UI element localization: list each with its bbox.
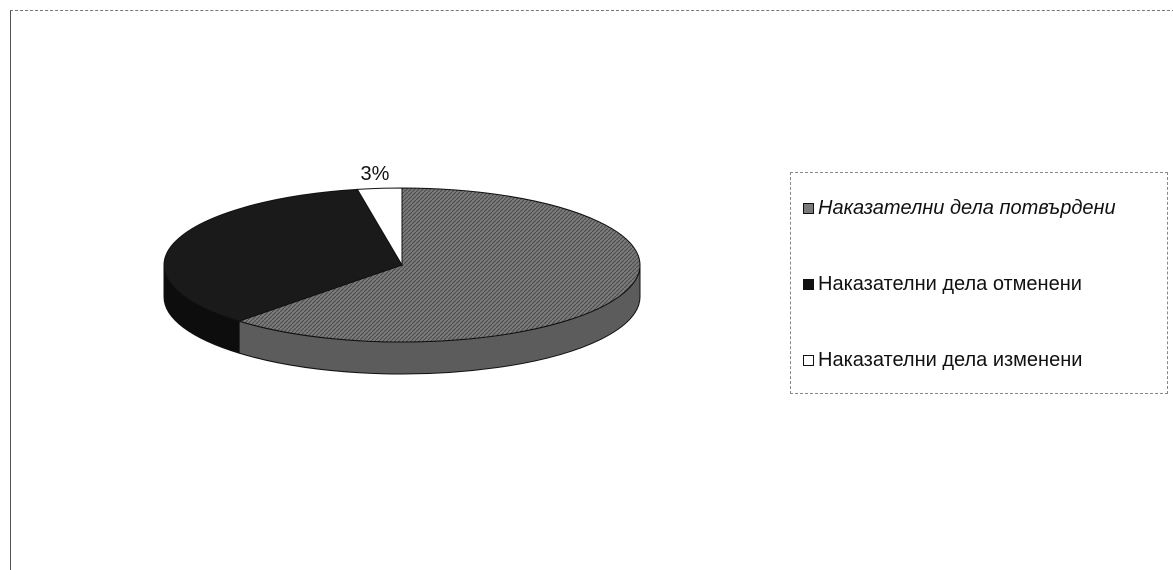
legend-swatch-confirmed: [803, 203, 814, 214]
legend-label-revoked: Наказателни дела отменени: [818, 273, 1082, 295]
pie-slice-2: [356, 187, 403, 267]
legend-item-modified: Наказателни дела изменени: [803, 349, 1082, 372]
chart-legend: Наказателни дела потвърдени Наказателни …: [790, 172, 1168, 394]
pie-slice-1: [163, 188, 403, 322]
legend-item-revoked: Наказателни дела отменени: [803, 273, 1082, 296]
legend-label-modified: Наказателни дела изменени: [818, 349, 1083, 371]
pie-data-label: 3%: [361, 163, 390, 185]
pie-slice-0: [237, 187, 641, 343]
legend-swatch-revoked: [803, 279, 814, 290]
pie-chart: 3%: [163, 163, 641, 375]
legend-swatch-modified: [803, 355, 814, 366]
legend-item-confirmed: Наказателни дела потвърдени: [803, 197, 1116, 220]
legend-label-confirmed: Наказателни дела потвърдени: [818, 197, 1116, 219]
chart-frame: [10, 10, 1173, 570]
